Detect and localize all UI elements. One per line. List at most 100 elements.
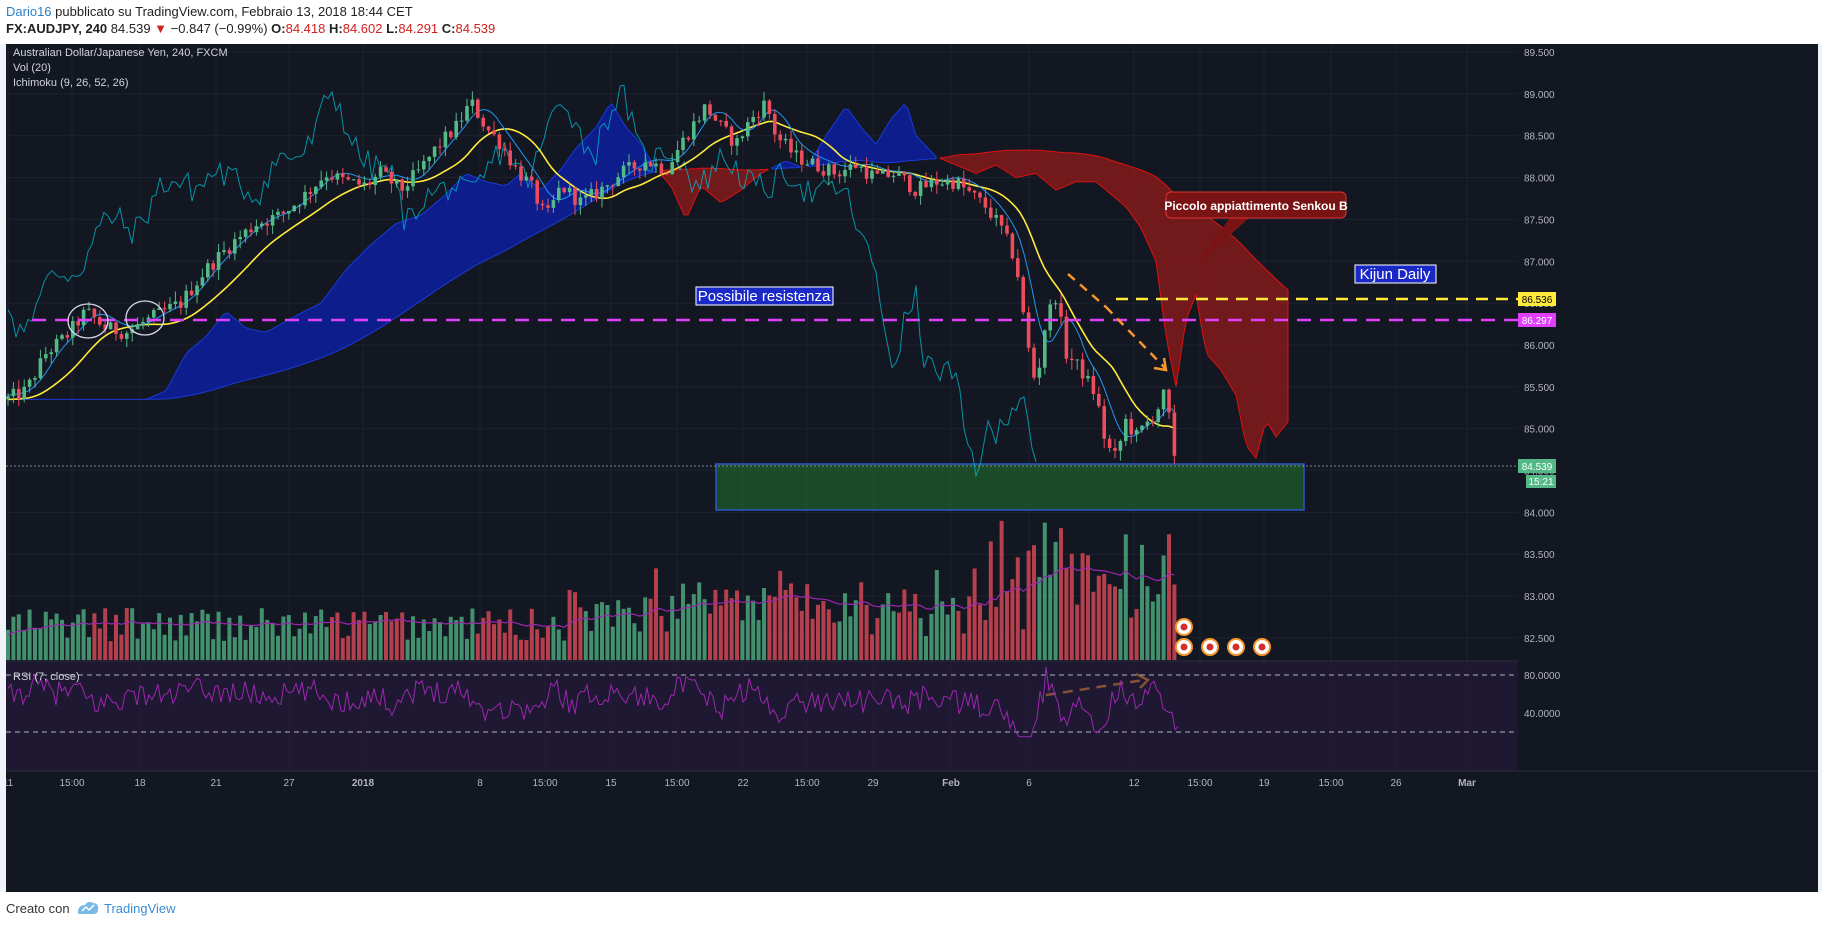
candle-body xyxy=(238,236,242,240)
kijun-daily-tag-text: 86.536 xyxy=(1522,295,1553,306)
candle-body xyxy=(692,121,696,140)
volume-bar xyxy=(951,597,955,660)
time-tick-label: 15:00 xyxy=(1318,778,1343,789)
price-tick-label: 88.500 xyxy=(1524,132,1555,143)
candle-body xyxy=(1032,347,1036,378)
volume-bar xyxy=(508,609,513,660)
volume-bar xyxy=(119,634,124,660)
candle-body xyxy=(686,137,691,140)
volume-bar xyxy=(713,589,718,660)
candle-body xyxy=(1113,448,1117,451)
time-tick-label: 22 xyxy=(737,778,749,789)
candle-body xyxy=(989,207,993,218)
candle-body xyxy=(362,182,367,185)
candle-body xyxy=(724,121,728,127)
volume-bar xyxy=(529,608,534,660)
volume-bar xyxy=(864,604,869,660)
volume-bar xyxy=(16,614,21,660)
rsi-pane[interactable] xyxy=(6,661,1518,771)
volume-bar xyxy=(335,612,340,660)
candle-body xyxy=(713,114,718,121)
volume-bar xyxy=(351,612,356,660)
candle-body xyxy=(233,239,237,254)
volume-bar xyxy=(270,623,275,660)
candle-body xyxy=(827,164,831,176)
candle-body xyxy=(681,137,685,151)
kijun-label-box[interactable] xyxy=(1354,264,1437,284)
legend-ichimoku: Ichimoku (9, 26, 52, 26) xyxy=(13,77,129,89)
volume-bar xyxy=(416,637,421,660)
time-tick-label: 29 xyxy=(867,778,879,789)
volume-bar xyxy=(648,598,653,660)
candle-body xyxy=(1037,367,1042,378)
candle-body xyxy=(486,126,491,131)
candle-body xyxy=(373,176,377,186)
publish-date: pubblicato su TradingView.com, Febbraio … xyxy=(55,4,413,19)
chart-area[interactable]: Piccolo appiattimento Senkou B Possibile… xyxy=(3,44,1818,892)
candle-body xyxy=(125,333,129,339)
resistance-label-box[interactable] xyxy=(695,286,834,306)
volume-bar xyxy=(362,611,367,660)
rsi-tick-label: 80.0000 xyxy=(1524,671,1561,682)
candle-body xyxy=(324,177,329,181)
trend-arrow-line-2[interactable] xyxy=(1105,306,1167,370)
volume-bar xyxy=(540,637,545,660)
volume-bar xyxy=(173,640,178,660)
volume-bar xyxy=(945,614,950,660)
volume-bar xyxy=(897,612,901,660)
time-tick-label: 15:00 xyxy=(1187,778,1212,789)
candle-body xyxy=(1172,412,1177,456)
candle-body xyxy=(76,320,80,326)
tradingview-logo-icon[interactable] xyxy=(76,899,100,917)
volume-bar xyxy=(681,583,685,660)
volume-bar xyxy=(1118,588,1123,660)
volume-bar xyxy=(502,632,507,660)
support-zone[interactable] xyxy=(715,463,1305,511)
footer: Creato con TradingView xyxy=(0,892,1822,926)
price-tick-label: 87.000 xyxy=(1524,257,1555,268)
candle-body xyxy=(540,203,545,206)
highlight-circle-2[interactable] xyxy=(125,300,165,336)
chart-canvas[interactable]: Piccolo appiattimento Senkou B Possibile… xyxy=(3,44,1818,892)
candle-body xyxy=(508,150,512,166)
candle-body xyxy=(1021,277,1025,313)
callout-box[interactable] xyxy=(1165,191,1347,219)
candle-body xyxy=(762,100,766,118)
high-label: H: xyxy=(329,21,343,36)
volume-bar xyxy=(1140,544,1144,660)
time-tick-label: 6 xyxy=(1026,778,1032,789)
volume-bar xyxy=(751,600,756,660)
candle-body xyxy=(222,250,226,253)
volume-bar xyxy=(902,589,907,660)
time-tick-label: Mar xyxy=(1458,778,1476,789)
volume-bar xyxy=(189,613,194,660)
author-link[interactable]: Dario16 xyxy=(6,4,52,19)
volume-bar xyxy=(421,619,426,660)
trend-arrowhead-icon xyxy=(1153,357,1168,372)
volume-bar xyxy=(76,614,81,660)
volume-bar xyxy=(573,592,577,660)
high-value: 84.602 xyxy=(342,21,383,36)
tradingview-link[interactable]: TradingView xyxy=(104,901,176,916)
trend-arrow-line[interactable] xyxy=(1067,273,1107,308)
candle-body xyxy=(314,186,318,194)
volume-bar xyxy=(843,593,847,660)
event-markers[interactable] xyxy=(1175,618,1271,656)
candle-body xyxy=(740,136,745,139)
candle-body xyxy=(578,197,583,206)
price-axis[interactable]: 89.500 89.000 88.500 88.000 87.500 87.000 86.5… xyxy=(1518,44,1818,892)
volume-bar xyxy=(162,634,167,660)
volume-bar xyxy=(286,615,291,660)
highlight-circle-1[interactable] xyxy=(67,303,109,339)
kijun-sen-line xyxy=(7,120,1177,431)
volume-bar xyxy=(999,520,1004,660)
volume-bar xyxy=(373,621,378,660)
volume-bar xyxy=(853,600,858,660)
candle-body xyxy=(211,263,215,270)
candle-body xyxy=(1064,316,1069,359)
candle-body xyxy=(935,179,939,185)
time-tick-label: 18 xyxy=(134,778,146,789)
time-axis[interactable]: 11 15:00 18 21 27 2018 8 15:00 15 15:00 22 15:00 29 F… xyxy=(3,770,1818,789)
candle-body xyxy=(389,171,394,184)
candle-body xyxy=(994,215,998,218)
